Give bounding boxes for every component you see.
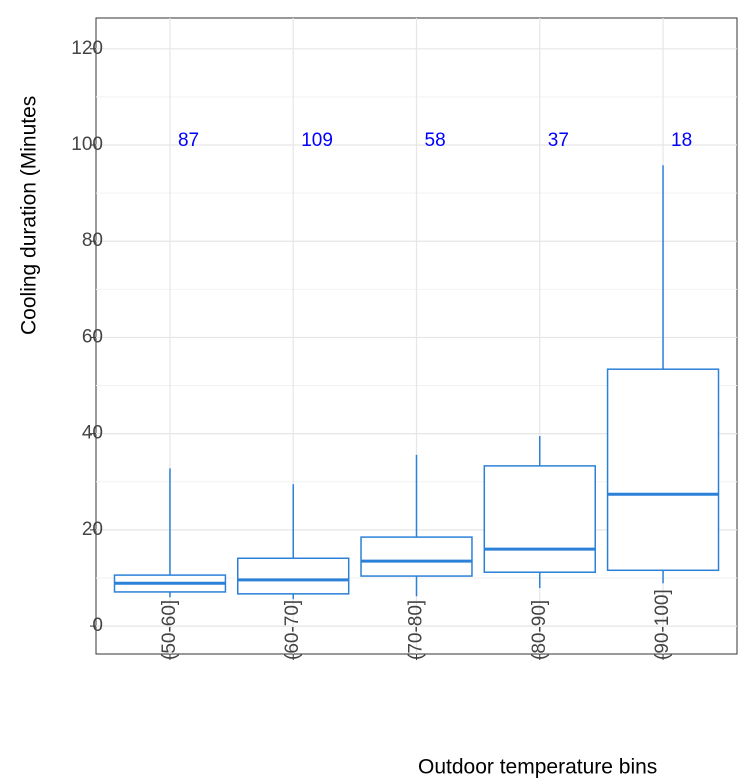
y-tick-label: 40 <box>82 423 103 444</box>
x-tick-label: (60-70] <box>282 600 303 660</box>
count-label: 58 <box>425 130 446 151</box>
marks <box>113 165 720 600</box>
y-tick-label: 80 <box>82 230 103 251</box>
count-label: 18 <box>671 130 692 151</box>
x-tick-label: (80-90] <box>529 600 550 660</box>
y-tick-label: 20 <box>82 519 103 540</box>
box <box>237 557 350 595</box>
count-label: 87 <box>178 130 199 151</box>
y-tick-label: 0 <box>92 615 103 636</box>
box <box>606 368 720 572</box>
x-tick-label: (90-100] <box>652 589 673 660</box>
count-label: 109 <box>301 130 333 151</box>
box <box>483 465 596 573</box>
y-tick-label: 100 <box>71 134 103 155</box>
box <box>360 536 473 577</box>
y-axis-title: Cooling duration (Minutes <box>18 96 41 335</box>
x-tick-label: (70-80] <box>406 600 427 660</box>
y-tick-label: 120 <box>71 38 103 59</box>
x-tick-label: (50-60] <box>159 600 180 660</box>
x-axis-title: Outdoor temperature bins <box>418 756 657 779</box>
y-tick-label: 60 <box>82 326 103 347</box>
count-label: 37 <box>548 130 569 151</box>
